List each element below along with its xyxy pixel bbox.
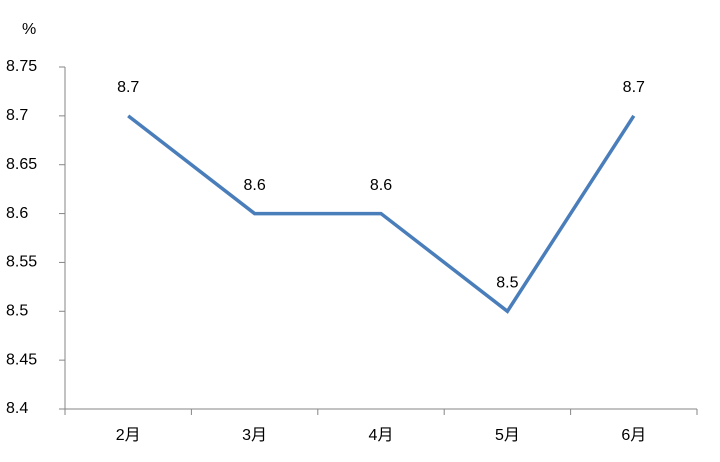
data-label: 8.6	[243, 177, 265, 194]
data-label: 8.5	[496, 275, 518, 292]
line-series	[127, 114, 636, 314]
y-tick-label: 8.4	[6, 400, 28, 417]
y-tick-label: 8.65	[6, 156, 37, 173]
data-label: 8.7	[623, 79, 645, 96]
y-tick-label: 8.7	[6, 107, 28, 124]
y-tick-label: 8.45	[6, 351, 37, 368]
data-label: 8.7	[117, 79, 139, 96]
data-label: 8.6	[370, 177, 392, 194]
y-tick-label: 8.75	[6, 58, 37, 75]
x-tick-label: 6月	[621, 427, 646, 444]
x-tick-label: 3月	[242, 427, 267, 444]
y-tick-label: 8.5	[6, 303, 28, 320]
x-tick-label: 5月	[495, 427, 520, 444]
y-tick-label: 8.6	[6, 205, 28, 222]
x-tick-label: 4月	[369, 427, 394, 444]
y-tick-label: 8.55	[6, 254, 37, 271]
x-tick-label: 2月	[116, 427, 141, 444]
y-axis-label: %	[22, 21, 36, 38]
